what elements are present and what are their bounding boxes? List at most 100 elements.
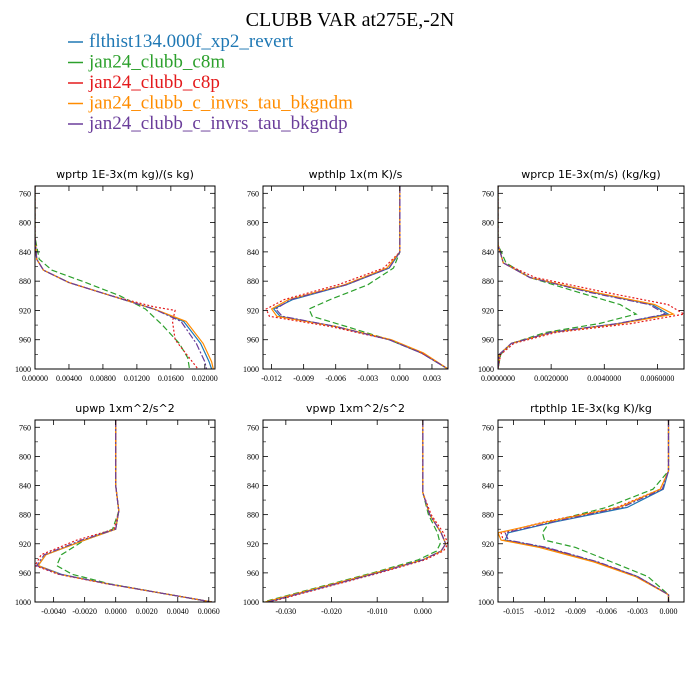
legend: flthist134.000f_xp2_revertjan24_clubb_c8…: [68, 31, 353, 134]
plot-frame-5: [497, 419, 685, 603]
y-tick-label-5-0: 760: [482, 423, 494, 432]
x-tick-label-5-4: -0.003: [627, 607, 648, 616]
y-tick-label-3-3: 880: [19, 511, 31, 520]
y-tick-label-1-3: 880: [247, 277, 259, 286]
x-tick-label-3-3: 0.0020: [136, 607, 158, 616]
y-tick-label-5-5: 960: [482, 569, 494, 578]
y-tick-label-5-1: 800: [482, 452, 494, 461]
series-line-4-4: [267, 420, 447, 602]
x-tick-label-1-5: 0.003: [423, 374, 441, 383]
y-tick-label-3-2: 840: [19, 482, 31, 491]
x-tick-label-0-1: 0.00400: [56, 374, 82, 383]
panel-0: wprtp 1E-3x(m kg)/(s kg) 760 800 840 880 920 9…: [15, 168, 218, 383]
x-tick-label-1-2: -0.006: [325, 374, 346, 383]
y-tick-label-1-1: 800: [247, 219, 259, 228]
y-tick-label-1-0: 760: [247, 189, 259, 198]
series-line-2-4: [498, 186, 668, 369]
series-line-1-1: [308, 186, 448, 369]
series-line-4-2: [269, 420, 448, 602]
x-tick-label-1-0: -0.012: [261, 374, 282, 383]
series-line-0-4: [35, 186, 208, 369]
series-line-3-4: [35, 420, 213, 602]
panel-title-5: rtpthlp 1E-3x(kg K)/kg: [530, 402, 652, 415]
y-tick-label-0-0: 760: [19, 189, 31, 198]
y-tick-label-3-1: 800: [19, 452, 31, 461]
x-tick-label-5-5: 0.000: [660, 607, 678, 616]
y-tick-label-2-0: 760: [482, 189, 494, 198]
y-tick-label-5-3: 880: [482, 511, 494, 520]
x-tick-label-2-1: 0.0020000: [534, 374, 568, 383]
y-tick-label-4-6: 1000: [243, 598, 259, 607]
y-tick-label-4-5: 960: [247, 569, 259, 578]
series-line-5-1: [541, 420, 670, 602]
y-tick-label-5-2: 840: [482, 482, 494, 491]
y-tick-label-0-4: 920: [19, 306, 31, 315]
y-tick-label-4-4: 920: [247, 540, 259, 549]
y-tick-label-0-3: 880: [19, 277, 31, 286]
series-line-1-4: [274, 186, 448, 369]
series-line-4-3: [265, 420, 447, 602]
x-tick-label-5-1: -0.012: [534, 607, 555, 616]
legend-label-1: jan24_clubb_c8m: [88, 52, 225, 73]
series-group-3: [35, 420, 213, 602]
y-tick-label-2-2: 840: [482, 248, 494, 257]
x-tick-label-0-0: 0.00000: [22, 374, 48, 383]
x-tick-label-1-3: -0.003: [357, 374, 378, 383]
y-tick-label-2-6: 1000: [478, 365, 494, 374]
x-tick-label-1-4: 0.000: [391, 374, 409, 383]
series-line-1-3: [270, 186, 448, 369]
x-tick-label-4-2: -0.010: [367, 607, 388, 616]
series-line-5-4: [504, 420, 670, 602]
series-line-0-3: [35, 186, 214, 369]
series-line-2-3: [498, 186, 676, 369]
x-tick-label-5-2: -0.009: [565, 607, 586, 616]
x-tick-label-0-5: 0.02000: [192, 374, 218, 383]
panel-3: upwp 1xm^2/s^2 760 800 840 880 920 960 1000 -0.0…: [15, 402, 220, 616]
y-tick-label-4-1: 800: [247, 452, 259, 461]
series-line-0-0: [35, 186, 213, 369]
x-tick-label-2-0: 0.0000000: [481, 374, 515, 383]
x-tick-label-3-2: 0.0000: [105, 607, 127, 616]
series-line-3-1: [55, 420, 213, 602]
y-tick-label-3-0: 760: [19, 423, 31, 432]
panel-1: wpthlp 1x(m K)/s7608008408809209601000-0…: [243, 168, 449, 383]
series-line-2-2: [498, 186, 684, 369]
x-tick-label-5-0: -0.015: [503, 607, 524, 616]
legend-label-2: jan24_clubb_c8p: [88, 72, 220, 93]
x-tick-label-3-4: 0.0040: [167, 607, 189, 616]
series-line-4-1: [263, 420, 441, 602]
y-tick-label-5-4: 920: [482, 540, 494, 549]
y-tick-label-2-3: 880: [482, 277, 494, 286]
panel-4: vpwp 1xm^2/s^2 760 800 840 880 920 960 1000 -0.0…: [243, 402, 449, 616]
y-tick-label-2-5: 960: [482, 336, 494, 345]
series-line-1-2: [265, 186, 448, 369]
y-tick-label-3-6: 1000: [15, 598, 31, 607]
panel-5: rtpthlp 1E-3x(kg K)/kg 760 800 840 880 920 960…: [478, 402, 685, 616]
legend-label-4: jan24_clubb_c_invrs_tau_bkgndp: [88, 113, 348, 134]
y-tick-label-5-6: 1000: [478, 598, 494, 607]
x-tick-label-4-3: 0.000: [414, 607, 432, 616]
y-tick-label-3-4: 920: [19, 540, 31, 549]
x-tick-label-0-4: 0.01600: [158, 374, 184, 383]
panel-2: wprcp 1E-3x(m/s) (kg/kg) 760 800 840 880 920 9…: [478, 168, 685, 383]
series-line-4-0: [267, 420, 447, 602]
panel-title-4: vpwp 1xm^2/s^2: [306, 402, 405, 415]
series-group-5: [498, 420, 670, 602]
x-tick-label-0-3: 0.01200: [124, 374, 150, 383]
x-tick-label-3-0: -0.0040: [41, 607, 66, 616]
x-tick-label-0-2: 0.00800: [90, 374, 116, 383]
series-group-1: [265, 186, 448, 369]
series-group-4: [263, 420, 448, 602]
y-tick-label-1-6: 1000: [243, 365, 259, 374]
y-tick-label-4-3: 880: [247, 511, 259, 520]
panel-title-1: wpthlp 1x(m K)/s: [309, 168, 403, 181]
x-tick-label-2-3: 0.0060000: [640, 374, 674, 383]
series-line-2-0: [498, 186, 670, 369]
plot-frame-2: [497, 185, 685, 370]
plot-frame-0: [34, 185, 216, 370]
panel-title-2: wprcp 1E-3x(m/s) (kg/kg): [521, 168, 660, 181]
y-tick-label-3-5: 960: [19, 569, 31, 578]
panel-title-0: wprtp 1E-3x(m kg)/(s kg): [56, 168, 194, 181]
legend-label-3: jan24_clubb_c_invrs_tau_bkgndm: [88, 93, 353, 114]
